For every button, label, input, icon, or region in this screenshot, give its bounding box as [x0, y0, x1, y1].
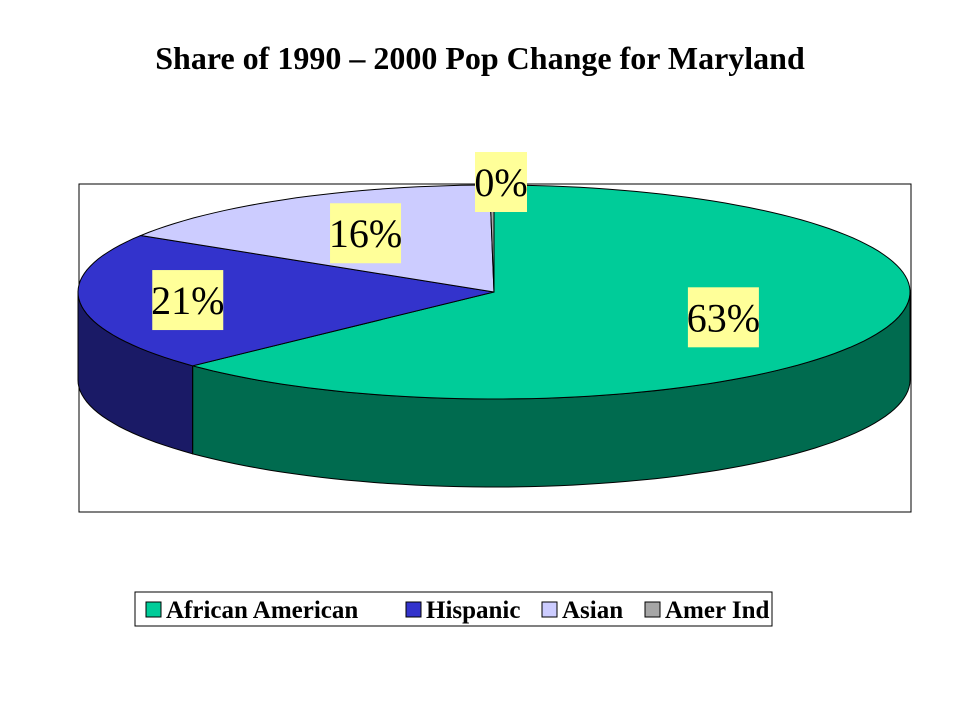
legend-swatch-african-american	[145, 601, 162, 618]
data-label-african-american: 63%	[687, 295, 760, 340]
data-label-box	[330, 203, 402, 264]
data-label-box	[152, 270, 224, 331]
legend-label-asian: Asian	[562, 597, 623, 624]
data-label-amer-ind: 0%	[474, 160, 527, 205]
chart-title: Share of 1990 – 2000 Pop Change for Mary…	[155, 40, 805, 76]
legend-swatch-asian	[541, 601, 558, 618]
legend-label-african-american: African American	[166, 597, 358, 624]
data-label-box	[687, 287, 759, 348]
legend-label-hispanic: Hispanic	[426, 597, 520, 624]
legend: African American Hispanic Asian Amer Ind	[134, 591, 773, 627]
data-label-asian: 16%	[329, 211, 402, 256]
data-label-box	[475, 152, 527, 212]
legend-label-amer-ind: Amer Ind	[665, 597, 770, 624]
pie-slice-asian	[138, 184, 495, 293]
data-labels: 63% 21% 16% 0%	[151, 152, 760, 348]
legend-swatch-amer-ind	[644, 601, 661, 618]
data-label-hispanic: 21%	[151, 278, 224, 323]
pie-slice-hispanic	[77, 234, 495, 367]
legend-swatch-hispanic	[405, 601, 422, 618]
legend-box	[134, 591, 773, 627]
